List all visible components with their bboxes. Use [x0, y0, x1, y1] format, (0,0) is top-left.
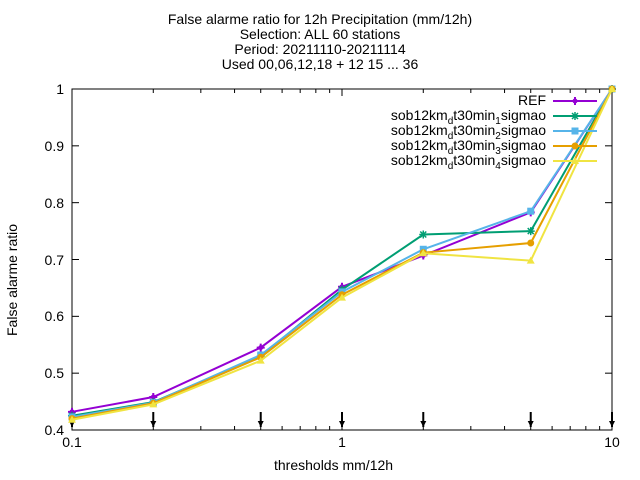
- point-marker: [149, 400, 158, 408]
- legend-sample-1: [553, 97, 597, 105]
- legend-label-3: sob12kmdt30min2sigmao: [390, 122, 546, 142]
- y-tick-label: 0.5: [44, 365, 64, 382]
- point-marker: [571, 142, 579, 150]
- threshold-marker-head: [339, 421, 345, 427]
- point-marker: [68, 415, 76, 423]
- legend-sample-3: [553, 127, 597, 135]
- point-marker: [419, 230, 428, 239]
- point-marker: [571, 127, 579, 135]
- y-tick-label: 0.4: [44, 422, 64, 438]
- point-marker: [526, 227, 535, 236]
- point-marker: [608, 85, 616, 92]
- threshold-markers: [69, 412, 615, 427]
- legend-sample-4: [553, 142, 597, 150]
- point-marker-dot: [150, 394, 156, 400]
- legend-label-2: sob12kmdt30min1sigmao: [390, 107, 546, 127]
- title-line-1: False alarme ratio for 12h Precipitation…: [167, 11, 473, 27]
- legend-label-5: sob12kmdt30min4sigmao: [390, 152, 546, 172]
- point-marker: [527, 207, 535, 215]
- y-tick-label: 1: [56, 81, 64, 97]
- threshold-marker-head: [257, 421, 264, 427]
- x-tick-label: 1: [338, 434, 346, 450]
- threshold-marker-head: [527, 421, 534, 427]
- legend-label-1: REF: [518, 92, 546, 108]
- title-line-3: Period: 20211110-20211114: [234, 41, 406, 57]
- point-marker: [526, 256, 535, 264]
- legend-sample-2: [553, 112, 597, 120]
- threshold-marker-head: [609, 421, 615, 427]
- x-tick-label: 0.1: [62, 434, 82, 450]
- point-marker: [571, 157, 579, 164]
- legend-sample-5: [553, 157, 597, 164]
- y-tick-label: 0.8: [44, 194, 64, 211]
- y-tick-label: 0.7: [44, 251, 64, 268]
- threshold-marker-head: [150, 421, 157, 427]
- point-marker-dot: [258, 345, 264, 351]
- y-tick-label: 0.6: [44, 308, 64, 325]
- legend-samples: [553, 97, 597, 164]
- point-marker-dot: [572, 98, 578, 104]
- title-line-4: Used 00,06,12,18 + 12 15 ... 36: [221, 56, 419, 72]
- y-axis-title: False alarme ratio: [4, 223, 20, 336]
- point-marker: [419, 249, 428, 257]
- x-axis-title: thresholds mm/12h: [274, 457, 394, 473]
- x-tick-label: 10: [604, 434, 620, 450]
- point-marker: [256, 356, 265, 364]
- series-5: [68, 85, 616, 423]
- title-line-2: Selection: ALL 60 stations: [239, 26, 401, 42]
- point-marker: [338, 293, 346, 301]
- legend-label-4: sob12kmdt30min3sigmao: [390, 137, 546, 157]
- point-marker: [527, 239, 535, 247]
- series-layer: [68, 85, 616, 423]
- threshold-marker-head: [420, 421, 427, 427]
- point-marker: [571, 112, 579, 120]
- y-tick-label: 0.9: [44, 137, 64, 154]
